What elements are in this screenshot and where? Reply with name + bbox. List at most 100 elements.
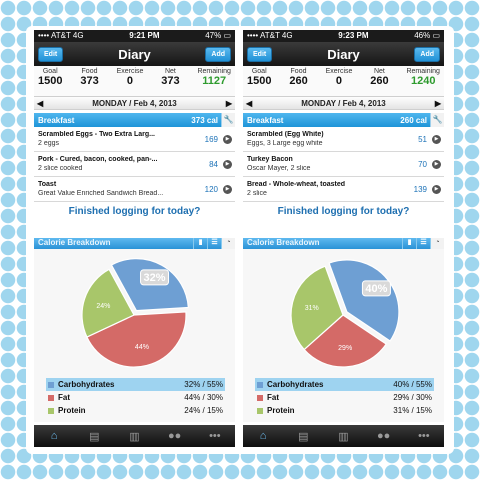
meal-header-breakfast[interactable]: Breakfast 260 cal 🔧: [243, 113, 444, 127]
calorie-summary: Goal 1500 Food 260 Exercise 0 Net 260 Re…: [243, 66, 444, 96]
wrench-icon[interactable]: 🔧: [430, 113, 444, 127]
pie-slice-protein[interactable]: [290, 265, 344, 351]
clock: 9:21 PM: [129, 31, 160, 40]
nav-bar: Edit Diary Add: [243, 42, 444, 66]
pie-chart-icon[interactable]: ◔: [430, 238, 444, 249]
disclosure-arrow-icon[interactable]: ▶: [432, 184, 441, 194]
finished-logging-link[interactable]: Finished logging for today?: [68, 206, 201, 217]
progress-icon[interactable]: ▥: [129, 430, 140, 443]
legend-name: Protein: [267, 406, 295, 415]
carrier-label: •••• AT&T 4G: [38, 31, 84, 40]
progress-icon[interactable]: ▥: [338, 430, 349, 443]
disclosure-arrow-icon[interactable]: ▶: [432, 159, 441, 169]
chart-bars-icon[interactable]: ▮: [402, 238, 416, 249]
disclosure-arrow-icon[interactable]: ▶: [432, 134, 441, 144]
food-detail: 2 slice: [247, 190, 267, 197]
legend-carbohydrates[interactable]: Carbohydrates 40% / 55%: [255, 378, 434, 391]
pie-slice-protein[interactable]: [81, 268, 135, 338]
nav-bar: Edit Diary Add: [34, 42, 235, 66]
food-entry[interactable]: Scrambled Eggs - Two Extra Larg... 2 egg…: [34, 127, 235, 152]
next-day-icon[interactable]: ▶: [225, 98, 232, 108]
pie-chart-icon[interactable]: ◔: [221, 238, 235, 249]
legend-protein[interactable]: Protein 24% / 15%: [46, 404, 225, 417]
summary-label: Exercise: [116, 68, 144, 75]
edit-button[interactable]: Edit: [247, 46, 273, 62]
legend-fat[interactable]: Fat 44% / 30%: [46, 391, 225, 404]
pie-slice-carbohydrates[interactable]: [328, 259, 400, 342]
summary-value: 1500: [247, 75, 272, 87]
friends-icon[interactable]: ●●: [168, 430, 182, 442]
legend-key: Carbohydrates: [48, 380, 114, 389]
diary-icon[interactable]: ▤: [89, 430, 100, 443]
food-name: Scrambled (Egg White): [247, 131, 324, 138]
meal-header-right: 373 cal 🔧: [191, 113, 235, 127]
more-icon[interactable]: •••: [209, 430, 221, 442]
diary-icon[interactable]: ▤: [298, 430, 309, 443]
legend-value: 32% / 55%: [184, 380, 223, 389]
pie-label-fat: 29%: [338, 345, 352, 352]
legend-value: 24% / 15%: [184, 406, 223, 415]
pie-svg: 32% 44% 24%: [81, 258, 189, 368]
clock: 9:23 PM: [338, 31, 369, 40]
more-icon[interactable]: •••: [418, 430, 430, 442]
food-entry[interactable]: Bread - Whole-wheat, toasted 2 slice 139…: [243, 177, 444, 202]
food-entry[interactable]: Pork - Cured, bacon, cooked, pan-... 2 s…: [34, 152, 235, 177]
summary-remaining: Remaining 1240: [406, 68, 439, 95]
food-entry[interactable]: Turkey Bacon Oscar Mayer, 2 slice 70 ▶: [243, 152, 444, 177]
pie-label-protein: 24%: [96, 303, 110, 310]
list-icon[interactable]: ☰: [416, 238, 430, 249]
legend-carbohydrates[interactable]: Carbohydrates 32% / 55%: [46, 378, 225, 391]
list-icon[interactable]: ☰: [207, 238, 221, 249]
legend-protein[interactable]: Protein 31% / 15%: [255, 404, 434, 417]
food-entry[interactable]: Scrambled (Egg White) Eggs, 3 Large egg …: [243, 127, 444, 152]
meal-header-breakfast[interactable]: Breakfast 373 cal 🔧: [34, 113, 235, 127]
home-icon[interactable]: ⌂: [259, 430, 267, 442]
friends-icon[interactable]: ●●: [377, 430, 391, 442]
food-detail: Eggs, 3 Large egg white: [247, 140, 323, 147]
finished-logging-link[interactable]: Finished logging for today?: [277, 206, 410, 217]
carrier-label: •••• AT&T 4G: [247, 31, 293, 40]
summary-value: 373: [80, 75, 99, 87]
add-button[interactable]: Add: [205, 46, 231, 62]
summary-label: Goal: [42, 68, 58, 75]
food-detail: Oscar Mayer, 2 slice: [247, 165, 311, 172]
battery-indicator: 46% ▭: [414, 31, 440, 40]
summary-label: Remaining: [406, 68, 440, 75]
summary-goal: Goal 1500: [247, 68, 271, 95]
summary-label: Remaining: [197, 68, 231, 75]
summary-value: 0: [126, 75, 134, 87]
summary-exercise: Exercise 0: [326, 68, 353, 95]
pie-label-fat: 44%: [135, 344, 149, 351]
legend-fat[interactable]: Fat 29% / 30%: [255, 391, 434, 404]
food-entry-text: Scrambled (Egg White) Eggs, 3 Large egg …: [247, 131, 418, 147]
disclosure-arrow-icon[interactable]: ▶: [223, 134, 232, 144]
summary-net: Net 373: [161, 68, 179, 95]
previous-day-icon[interactable]: ◀: [246, 98, 253, 108]
disclosure-arrow-icon[interactable]: ▶: [223, 184, 232, 194]
calorie-summary: Goal 1500 Food 373 Exercise 0 Net 373 Re…: [34, 66, 235, 96]
edit-button[interactable]: Edit: [38, 46, 64, 62]
food-calories: 139: [413, 184, 427, 194]
summary-label: Net: [373, 68, 385, 75]
summary-value: 260: [370, 75, 389, 87]
food-entry[interactable]: Toast Great Value Enriched Sandwich Brea…: [34, 177, 235, 202]
pie-label-badge: [361, 280, 391, 297]
summary-label: Exercise: [325, 68, 353, 75]
pie-legend: Carbohydrates 40% / 55% Fat 29% / 30% Pr…: [243, 375, 444, 422]
legend-swatch: [257, 394, 263, 401]
wrench-icon[interactable]: 🔧: [221, 113, 235, 127]
chart-bars-icon[interactable]: ▮: [193, 238, 207, 249]
summary-food: Food 260: [289, 68, 307, 95]
previous-day-icon[interactable]: ◀: [37, 98, 44, 108]
home-icon[interactable]: ⌂: [50, 430, 58, 442]
pie-label-protein: 31%: [305, 305, 319, 312]
add-button[interactable]: Add: [414, 46, 440, 62]
food-entry-text: Turkey Bacon Oscar Mayer, 2 slice: [247, 156, 418, 172]
tab-bar: ⌂ ▤ ▥ ●● •••: [34, 425, 235, 447]
legend-key: Protein: [257, 406, 295, 415]
pie-label-carbohydrates: 40%: [365, 283, 387, 295]
food-calories: 70: [418, 159, 427, 169]
pie-slice-fat[interactable]: [303, 314, 387, 368]
disclosure-arrow-icon[interactable]: ▶: [223, 159, 232, 169]
next-day-icon[interactable]: ▶: [434, 98, 441, 108]
